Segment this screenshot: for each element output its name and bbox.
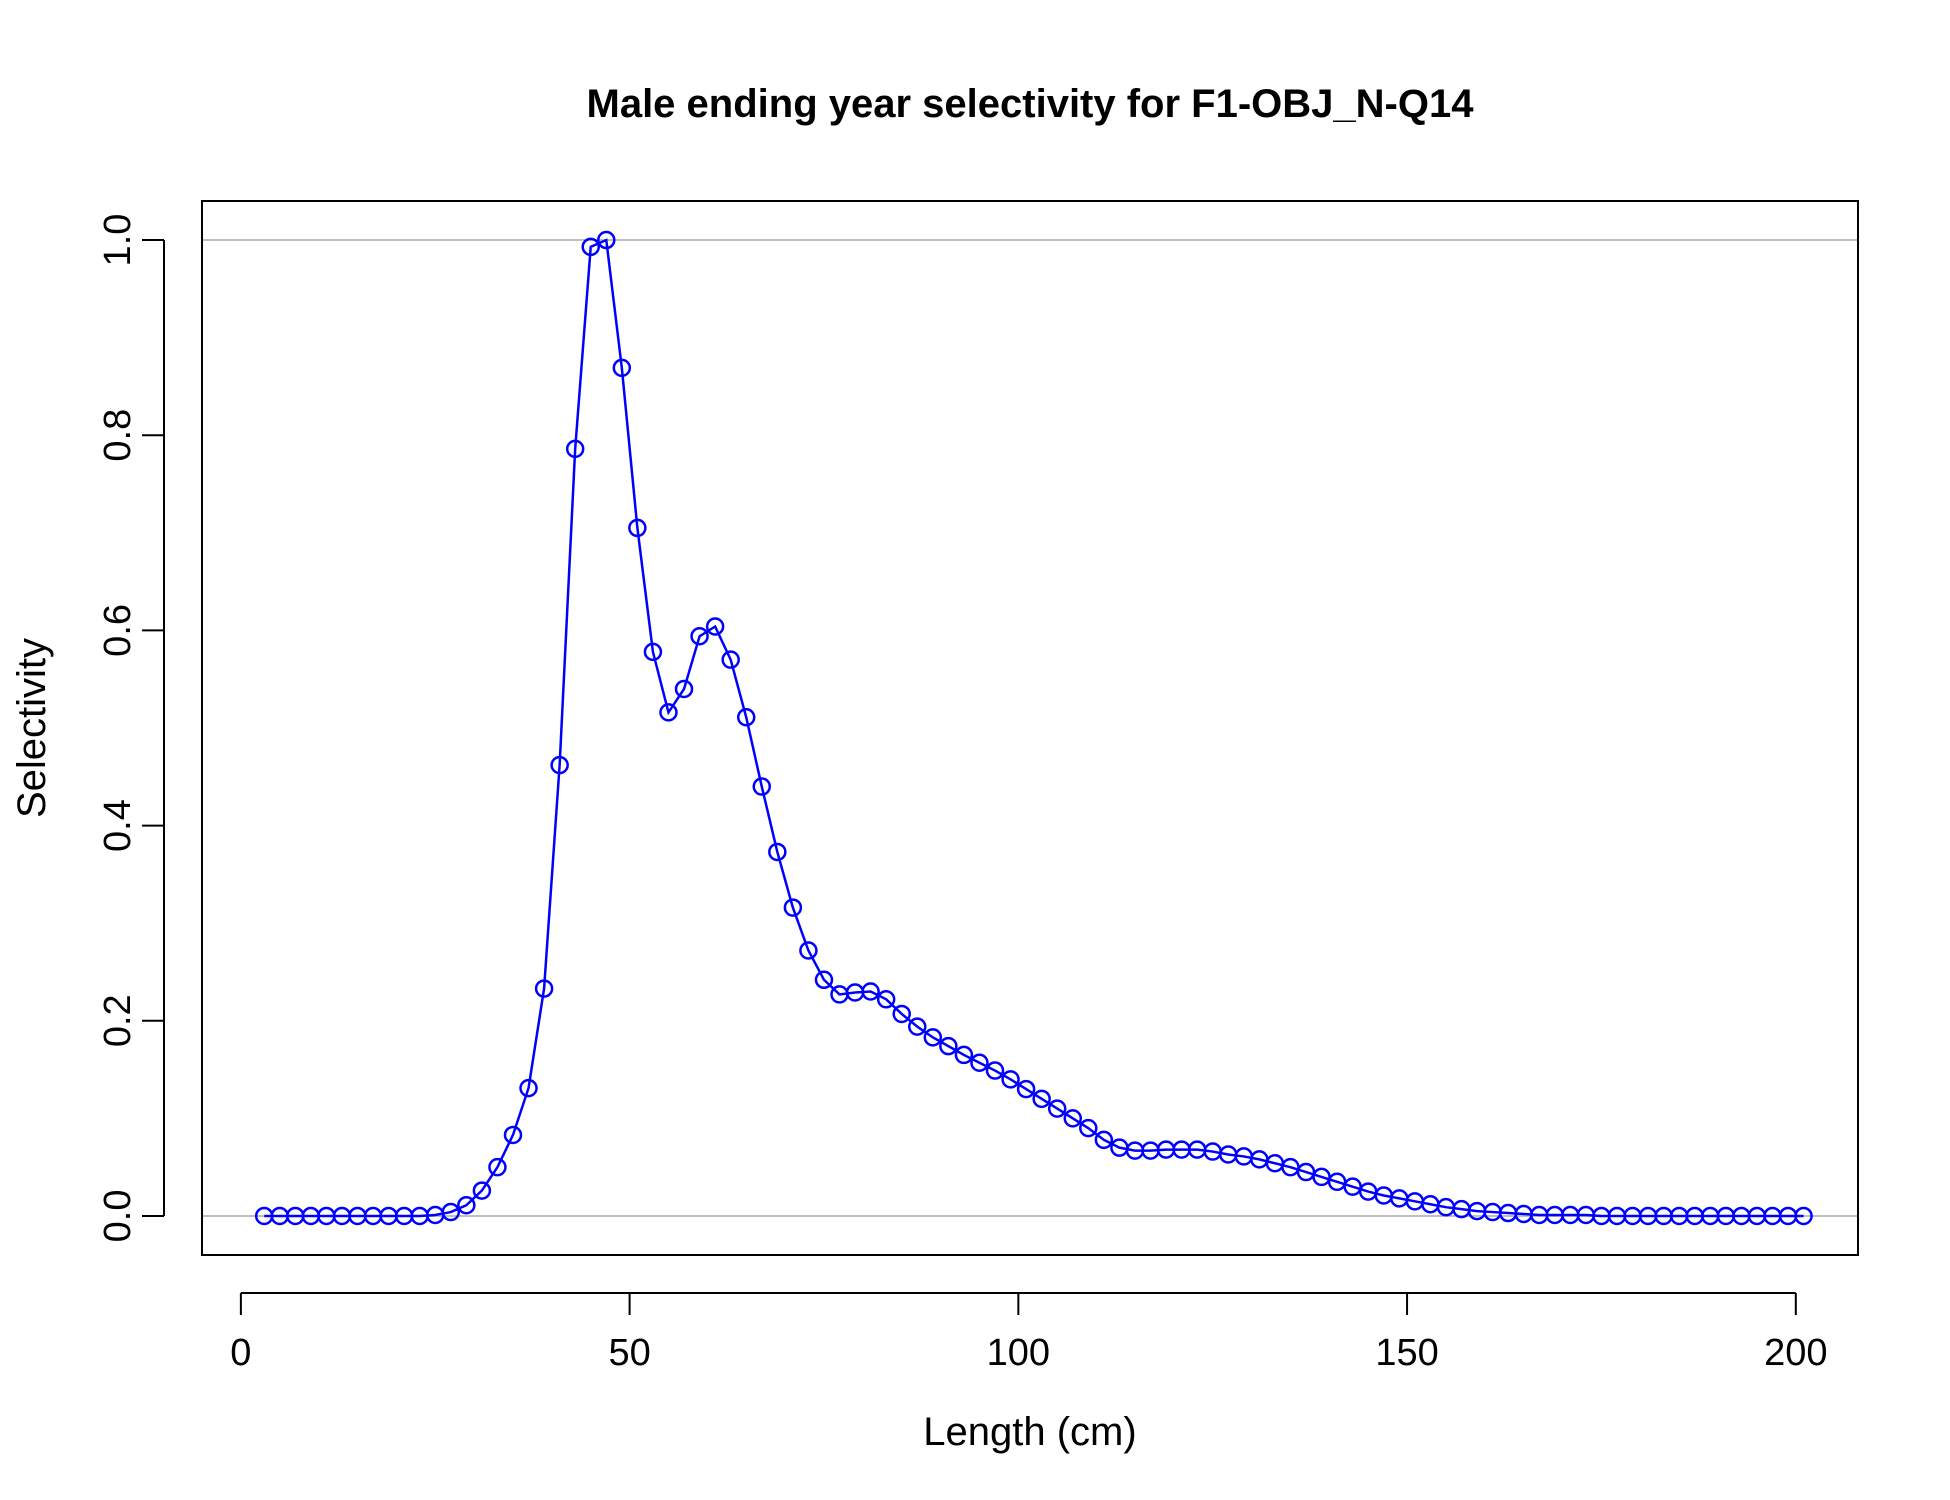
- x-tick-label: 100: [987, 1332, 1050, 1374]
- series-line-group: [264, 238, 1804, 1218]
- data-point: [1094, 1130, 1114, 1150]
- data-point: [659, 703, 678, 722]
- x-axis-label: Length (cm): [923, 1410, 1136, 1454]
- data-point: [705, 617, 725, 636]
- series-line: [264, 238, 1804, 1218]
- data-point: [472, 1181, 492, 1200]
- data-point: [457, 1195, 476, 1215]
- data-point: [519, 1078, 538, 1098]
- y-axis-label: Selectivity: [10, 638, 54, 818]
- data-point: [534, 979, 554, 998]
- y-tick-label: 1.0: [97, 214, 139, 267]
- y-tick-label: 0.8: [97, 409, 139, 462]
- data-point: [799, 941, 818, 960]
- plot-frame: [201, 200, 1859, 1256]
- data-point: [939, 1036, 958, 1056]
- data-point: [612, 358, 632, 378]
- data-point: [985, 1061, 1005, 1080]
- data-point: [783, 898, 803, 917]
- data-point: [550, 755, 569, 775]
- data-point: [690, 627, 709, 646]
- data-point: [892, 1004, 911, 1024]
- reference-lines: [202, 239, 1858, 1217]
- data-point: [721, 650, 740, 669]
- x-tick-label: 50: [608, 1332, 650, 1374]
- data-point: [1047, 1099, 1067, 1118]
- data-point: [1001, 1070, 1020, 1089]
- y-tick-label: 0.2: [97, 994, 139, 1047]
- y-tick-label: 0.6: [97, 604, 139, 657]
- data-point: [954, 1045, 974, 1065]
- data-point: [1016, 1079, 1036, 1099]
- data-point: [643, 642, 663, 662]
- data-point: [441, 1202, 461, 1222]
- x-tick-label: 200: [1764, 1332, 1827, 1374]
- data-point: [565, 439, 585, 459]
- data-point: [581, 237, 600, 257]
- x-axis: 0 50 100 150 200: [230, 1292, 1828, 1374]
- data-point: [1794, 1206, 1813, 1226]
- y-tick-label: 0.4: [97, 799, 139, 852]
- data-point: [597, 230, 616, 250]
- data-point: [1032, 1089, 1051, 1109]
- data-point: [908, 1017, 927, 1036]
- data-point: [488, 1157, 507, 1177]
- y-tick-label: 0.0: [97, 1190, 139, 1243]
- chart-title: Male ending year selectivity for F1-OBJ_…: [587, 82, 1475, 126]
- data-point: [503, 1125, 523, 1145]
- data-point: [752, 777, 772, 796]
- data-point: [876, 990, 896, 1009]
- data-point: [628, 518, 647, 538]
- series-points-group: [254, 230, 1813, 1226]
- data-point: [923, 1028, 943, 1047]
- x-tick-label: 150: [1375, 1332, 1438, 1374]
- data-point: [970, 1053, 989, 1072]
- y-axis: 0.0 0.2 0.4 0.6 0.8 1.0: [97, 214, 165, 1243]
- data-point: [674, 679, 694, 699]
- data-point: [1079, 1118, 1098, 1138]
- data-point: [814, 970, 834, 990]
- data-point: [736, 708, 756, 727]
- data-point: [1063, 1109, 1083, 1128]
- data-point: [768, 842, 787, 862]
- x-tick-label: 0: [230, 1332, 251, 1374]
- data-point: [861, 982, 880, 1001]
